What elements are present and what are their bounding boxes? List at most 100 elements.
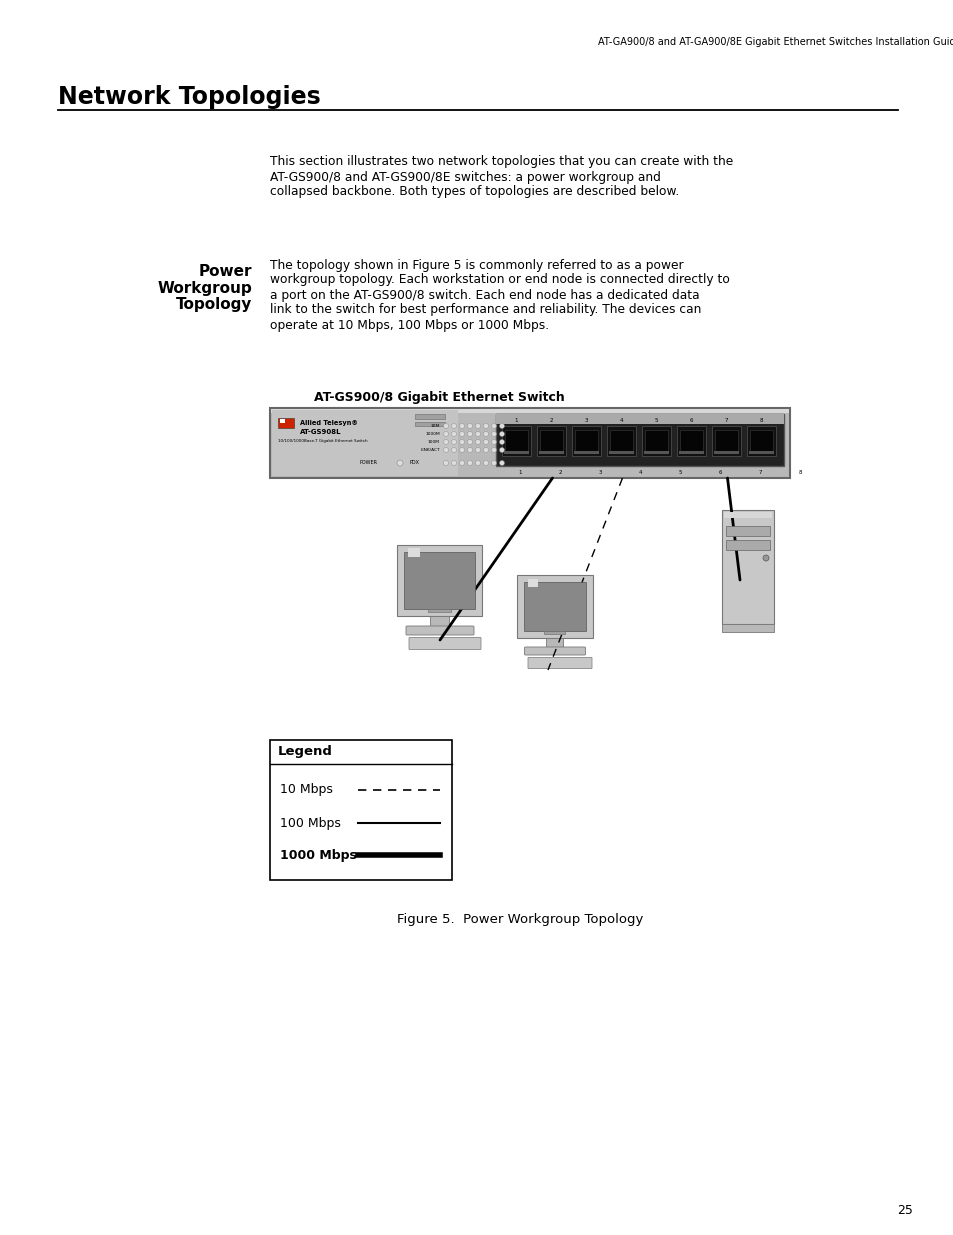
Text: AT-GS900/8 and AT-GS900/8E switches: a power workgroup and: AT-GS900/8 and AT-GS900/8E switches: a p… (270, 170, 660, 184)
Bar (504, 430, 527, 452)
Circle shape (443, 431, 448, 436)
Text: 4: 4 (619, 417, 622, 422)
Circle shape (483, 424, 488, 429)
Text: Legend: Legend (277, 746, 333, 758)
Bar (714, 430, 738, 452)
Bar (721, 510, 773, 624)
Bar (748, 451, 773, 454)
Bar (537, 426, 565, 456)
Text: 10M: 10M (431, 424, 439, 429)
Text: workgroup topology. Each workstation or end node is connected directly to: workgroup topology. Each workstation or … (270, 273, 729, 287)
Bar (408, 547, 419, 557)
FancyBboxPatch shape (517, 576, 593, 638)
Text: Allied Telesyn®: Allied Telesyn® (299, 420, 357, 426)
Circle shape (443, 424, 448, 429)
Circle shape (475, 440, 480, 445)
Circle shape (491, 431, 496, 436)
Text: Figure 5.  Power Workgroup Topology: Figure 5. Power Workgroup Topology (396, 914, 642, 926)
Circle shape (475, 424, 480, 429)
Bar (723, 513, 771, 517)
Bar (749, 430, 772, 452)
Bar (643, 451, 668, 454)
Text: 1000M: 1000M (425, 432, 439, 436)
Text: a port on the AT-GS900/8 switch. Each end node has a dedicated data: a port on the AT-GS900/8 switch. Each en… (270, 289, 699, 301)
Text: Power: Power (198, 264, 252, 279)
Circle shape (443, 461, 448, 466)
Circle shape (459, 431, 464, 436)
Circle shape (443, 447, 448, 452)
Text: Topology: Topology (175, 296, 252, 311)
Circle shape (499, 461, 504, 466)
Bar (713, 451, 739, 454)
Circle shape (396, 459, 402, 466)
Text: 5: 5 (654, 417, 658, 422)
Circle shape (475, 431, 480, 436)
Circle shape (451, 424, 456, 429)
Bar (501, 426, 531, 456)
Bar (546, 638, 563, 648)
Bar (277, 417, 294, 429)
Bar (677, 426, 705, 456)
Circle shape (467, 461, 472, 466)
Bar (430, 616, 449, 627)
Text: This section illustrates two network topologies that you can create with the: This section illustrates two network top… (270, 156, 733, 168)
Bar (523, 582, 585, 631)
Text: collapsed backbone. Both types of topologies are described below.: collapsed backbone. Both types of topolo… (270, 185, 679, 199)
Circle shape (451, 440, 456, 445)
Circle shape (483, 461, 488, 466)
Bar (415, 422, 444, 426)
Bar (503, 451, 529, 454)
Circle shape (451, 431, 456, 436)
Circle shape (491, 461, 496, 466)
Text: 10 Mbps: 10 Mbps (280, 783, 333, 797)
Bar (496, 414, 783, 466)
Text: The topology shown in Figure 5 is commonly referred to as a power: The topology shown in Figure 5 is common… (270, 258, 683, 272)
Circle shape (483, 440, 488, 445)
Circle shape (475, 461, 480, 466)
Bar (575, 430, 598, 452)
Bar (641, 426, 670, 456)
Text: 100 Mbps: 100 Mbps (280, 816, 340, 830)
Bar (272, 410, 457, 475)
Text: 7: 7 (758, 471, 760, 475)
Bar (496, 414, 783, 424)
Circle shape (499, 431, 504, 436)
Bar (606, 426, 636, 456)
Text: 8: 8 (759, 417, 762, 422)
Text: 100M: 100M (428, 440, 439, 445)
Text: LINK/ACT: LINK/ACT (420, 448, 439, 452)
FancyBboxPatch shape (406, 626, 474, 635)
Bar (711, 426, 740, 456)
Bar (404, 552, 475, 609)
Text: 3: 3 (584, 417, 588, 422)
Circle shape (467, 431, 472, 436)
Bar (538, 451, 563, 454)
Bar (280, 419, 285, 424)
Bar (609, 430, 633, 452)
Circle shape (451, 447, 456, 452)
FancyBboxPatch shape (397, 545, 482, 616)
Text: 6: 6 (718, 471, 721, 475)
Text: Workgroup: Workgroup (157, 280, 252, 295)
Bar (746, 426, 775, 456)
Bar (572, 426, 600, 456)
Text: 1000 Mbps: 1000 Mbps (280, 848, 356, 862)
Bar (270, 408, 789, 478)
Bar (415, 414, 444, 419)
Circle shape (491, 440, 496, 445)
Circle shape (762, 555, 768, 561)
Text: 2: 2 (549, 417, 553, 422)
Bar (608, 451, 634, 454)
Circle shape (475, 447, 480, 452)
Text: PDX: PDX (410, 461, 419, 466)
Circle shape (483, 447, 488, 452)
Text: operate at 10 Mbps, 100 Mbps or 1000 Mbps.: operate at 10 Mbps, 100 Mbps or 1000 Mbp… (270, 319, 549, 331)
Bar (428, 609, 451, 613)
Text: AT-GS900/8 Gigabit Ethernet Switch: AT-GS900/8 Gigabit Ethernet Switch (314, 391, 564, 405)
Text: 4: 4 (638, 471, 641, 475)
Bar (725, 526, 769, 536)
Bar (679, 451, 703, 454)
Text: Network Topologies: Network Topologies (58, 85, 320, 109)
Circle shape (467, 424, 472, 429)
Bar (270, 740, 452, 881)
